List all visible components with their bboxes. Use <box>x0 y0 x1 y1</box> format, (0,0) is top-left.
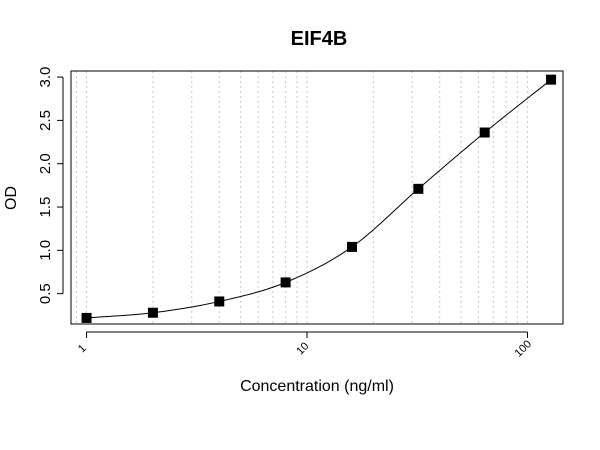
x-tick-label: 10 <box>294 340 311 357</box>
grid <box>75 71 528 324</box>
data-point <box>214 296 225 307</box>
data-point <box>346 241 357 252</box>
data-point <box>413 183 424 194</box>
y-tick-label: 0.5 <box>37 283 54 304</box>
chart-title: EIF4B <box>291 28 348 50</box>
data-point <box>280 277 291 288</box>
data-point <box>147 307 158 318</box>
data-point <box>479 127 490 138</box>
y-tick-label: 2.0 <box>37 153 54 174</box>
y-axis: 0.5 1.0 1.5 2.0 2.5 3.0 <box>37 67 64 304</box>
plot-frame <box>70 70 564 325</box>
x-tick-label: 100 <box>513 338 534 359</box>
y-axis-label: OD <box>3 186 20 210</box>
data-point <box>81 312 92 323</box>
y-tick-label: 2.5 <box>37 110 54 131</box>
fit-curve <box>86 79 552 319</box>
x-tick-label: 1 <box>76 342 89 355</box>
x-axis: 1 10 100 <box>76 331 534 360</box>
data-point <box>546 74 557 85</box>
y-tick-label: 1.0 <box>37 240 54 261</box>
data-points <box>81 74 557 323</box>
y-tick-label: 1.5 <box>37 197 54 218</box>
x-axis-label: Concentration (ng/ml) <box>240 378 394 395</box>
y-tick-label: 3.0 <box>37 67 54 88</box>
